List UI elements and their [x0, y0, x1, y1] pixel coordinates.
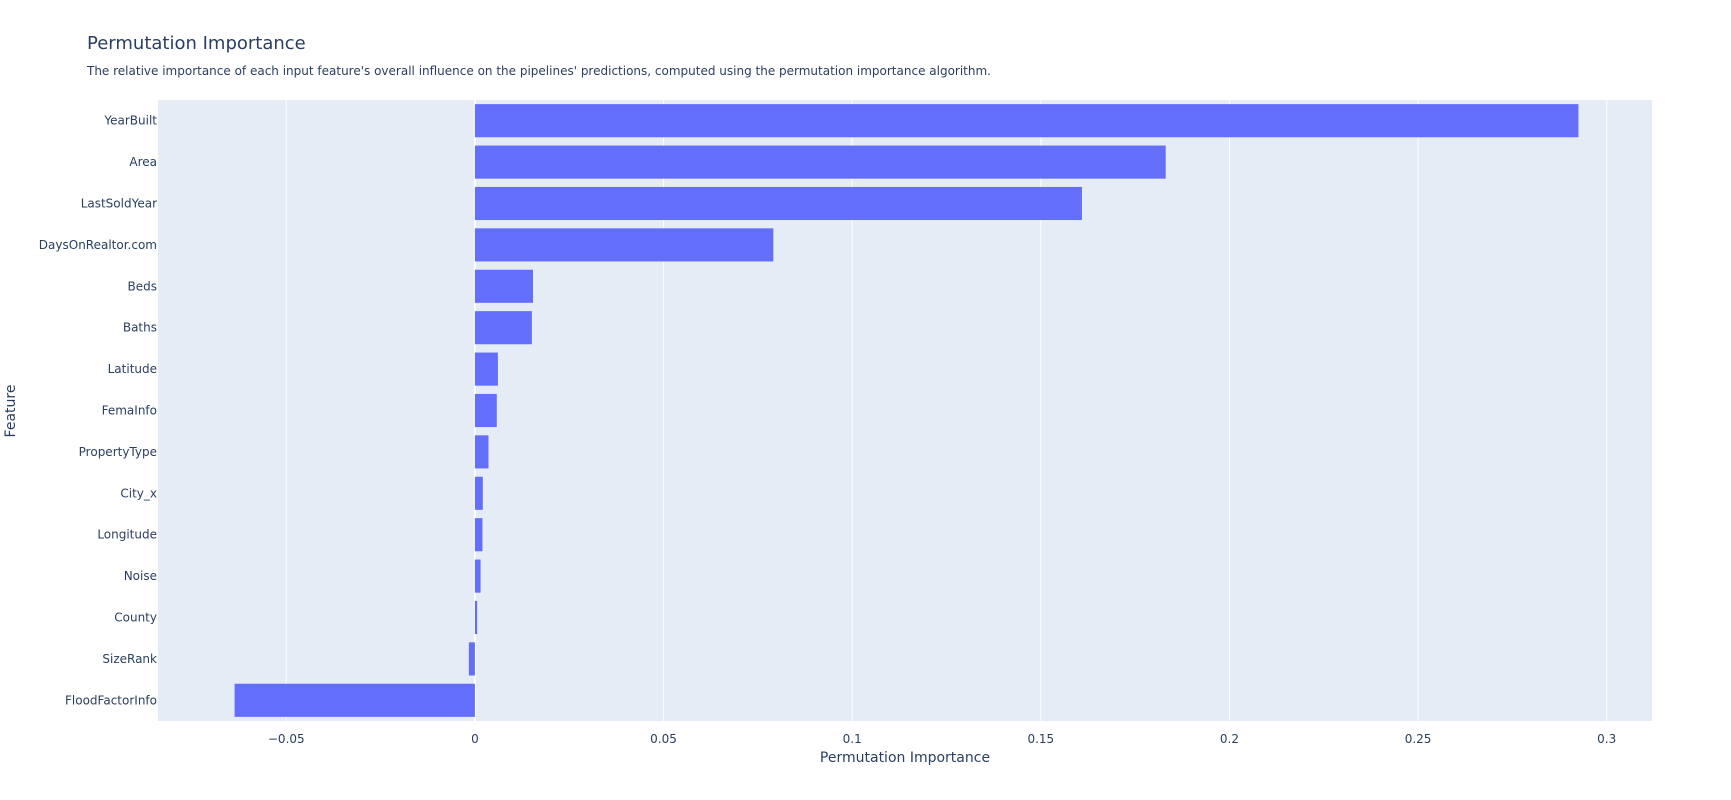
- bar-longitude: [474, 518, 483, 552]
- x-tick-label: 0.05: [650, 732, 677, 746]
- bar-baths: [474, 311, 532, 345]
- x-tick-label: 0.1: [843, 732, 862, 746]
- x-tick-labels: −0.05 0 0.05 0.1 0.15 0.2 0.25 0.3: [268, 732, 1616, 746]
- bar-sizerank: [468, 642, 475, 676]
- x-tick-label: 0.2: [1220, 732, 1239, 746]
- bar-county: [474, 600, 478, 635]
- y-tick-label: SizeRank: [102, 652, 157, 666]
- x-tick-label: −0.05: [268, 732, 305, 746]
- bar-latitude: [474, 352, 498, 386]
- y-tick-label: Noise: [124, 569, 157, 583]
- chart-subtitle: The relative importance of each input fe…: [87, 64, 991, 78]
- y-tick-label: Longitude: [97, 528, 157, 542]
- y-tick-label: Area: [129, 155, 157, 169]
- bar-yearbuilt: [474, 104, 1579, 138]
- y-tick-label: DaysOnRealtor.com: [39, 238, 157, 252]
- y-tick-label: PropertyType: [79, 445, 157, 459]
- bars: [234, 104, 1579, 717]
- x-tick-label: 0.25: [1405, 732, 1432, 746]
- bar-floodfactorinfo: [234, 683, 475, 717]
- y-tick-label: LastSoldYear: [81, 197, 157, 211]
- y-tick-label: FemaInfo: [102, 404, 157, 418]
- x-tick-label: 0: [471, 732, 479, 746]
- y-tick-label: Beds: [128, 279, 157, 293]
- y-tick-label: YearBuilt: [103, 114, 157, 128]
- bar-beds: [474, 269, 534, 303]
- bar-city-x: [474, 476, 483, 510]
- y-tick-label: City_x: [120, 486, 157, 500]
- bar-daysonrealtor-com: [474, 228, 774, 262]
- y-tick-labels: YearBuilt Area LastSoldYear DaysOnRealtor.c…: [39, 114, 157, 708]
- y-tick-label: FloodFactorInfo: [65, 693, 157, 707]
- x-axis-title: Permutation Importance: [820, 750, 990, 766]
- y-tick-label: Latitude: [108, 362, 157, 376]
- y-axis-title: Feature: [3, 385, 19, 438]
- bar-lastsoldyear: [474, 186, 1082, 221]
- x-tick-label: 0.3: [1597, 732, 1616, 746]
- y-tick-label: Baths: [123, 321, 157, 335]
- y-tick-label: County: [114, 611, 157, 625]
- bar-area: [474, 145, 1166, 179]
- chart-title: Permutation Importance: [87, 33, 306, 54]
- bar-propertytype: [474, 435, 489, 469]
- bar-noise: [474, 559, 481, 593]
- bar-femainfo: [474, 393, 497, 428]
- x-tick-label: 0.15: [1027, 732, 1054, 746]
